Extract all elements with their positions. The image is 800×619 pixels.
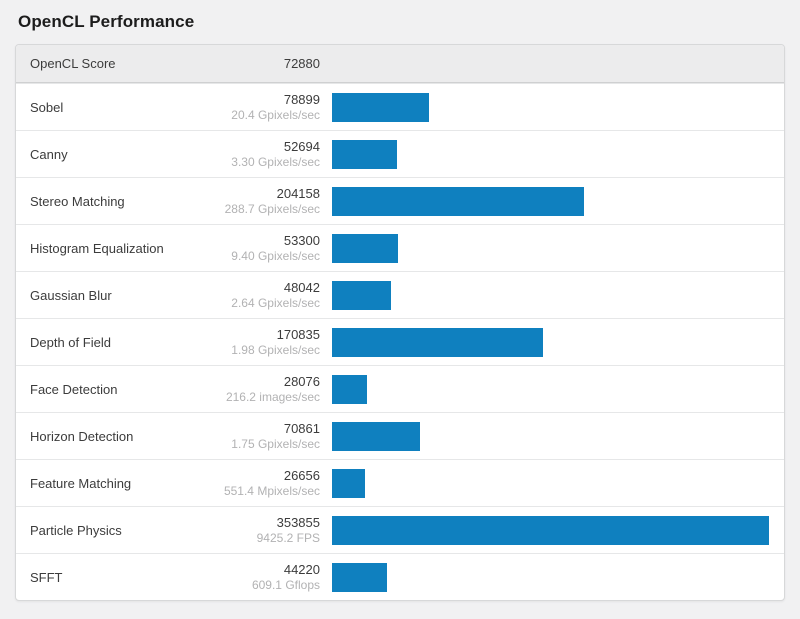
score-bar <box>332 186 585 216</box>
benchmark-rows: Sobel 78899 20.4 Gpixels/sec Canny 52694 3.30… <box>16 83 784 600</box>
benchmark-rate: 551.4 Mpixels/sec <box>223 484 320 499</box>
page-title: OpenCL Performance <box>18 12 195 31</box>
score-bar <box>332 280 392 310</box>
benchmark-rate: 609.1 Gflops <box>251 578 320 593</box>
benchmark-score-column: 28076 216.2 images/sec <box>210 374 320 405</box>
benchmark-row: Canny 52694 3.30 Gpixels/sec <box>16 130 784 177</box>
benchmark-score-column: 170835 1.98 Gpixels/sec <box>210 327 320 358</box>
overall-score-column: 72880 <box>210 56 320 72</box>
benchmark-score-column: 204158 288.7 Gpixels/sec <box>210 186 320 217</box>
benchmark-name: Histogram Equalization <box>30 240 164 256</box>
score-bar <box>332 233 398 263</box>
overall-score-row: OpenCL Score 72880 <box>16 45 784 83</box>
benchmark-row: Sobel 78899 20.4 Gpixels/sec <box>16 83 784 130</box>
benchmark-rate: 2.64 Gpixels/sec <box>231 296 320 311</box>
score-bar <box>332 139 398 169</box>
benchmark-score: 53300 <box>283 232 320 248</box>
benchmark-row: Stereo Matching 204158 288.7 Gpixels/sec <box>16 177 784 224</box>
benchmark-rate: 9.40 Gpixels/sec <box>231 249 320 264</box>
benchmark-score-column: 353855 9425.2 FPS <box>210 515 320 546</box>
score-bar <box>332 327 543 357</box>
benchmark-rate: 3.30 Gpixels/sec <box>231 155 320 170</box>
overall-bar-spacer <box>332 49 769 78</box>
benchmark-score-column: 26656 551.4 Mpixels/sec <box>210 468 320 499</box>
benchmark-row: Horizon Detection 70861 1.75 Gpixels/sec <box>16 412 784 459</box>
benchmark-score-column: 78899 20.4 Gpixels/sec <box>210 92 320 123</box>
benchmark-score: 26656 <box>283 467 320 483</box>
benchmark-score: 70861 <box>283 420 320 436</box>
benchmark-score: 204158 <box>276 185 320 201</box>
benchmark-name: Gaussian Blur <box>30 287 112 303</box>
overall-score-value: 72880 <box>283 55 320 71</box>
score-bar-track <box>332 327 769 357</box>
benchmark-row: Histogram Equalization 53300 9.40 Gpixels/… <box>16 224 784 271</box>
benchmark-rate: 1.98 Gpixels/sec <box>231 343 320 358</box>
benchmark-name: Depth of Field <box>30 334 111 350</box>
benchmark-score: 52694 <box>283 138 320 154</box>
benchmark-score-column: 70861 1.75 Gpixels/sec <box>210 421 320 452</box>
benchmark-name: Sobel <box>30 99 64 115</box>
benchmark-name: Canny <box>30 146 68 162</box>
benchmark-rate: 216.2 images/sec <box>225 390 320 405</box>
score-bar-track <box>332 421 769 451</box>
benchmark-rate: 1.75 Gpixels/sec <box>231 437 320 452</box>
benchmark-score-column: 53300 9.40 Gpixels/sec <box>210 233 320 264</box>
score-bar <box>332 515 769 545</box>
benchmark-score: 44220 <box>283 561 320 577</box>
score-bar <box>332 92 430 122</box>
benchmark-row: Gaussian Blur 48042 2.64 Gpixels/sec <box>16 271 784 318</box>
benchmark-score-column: 44220 609.1 Gflops <box>210 562 320 593</box>
score-bar <box>332 421 420 451</box>
benchmark-name: Particle Physics <box>30 522 122 538</box>
benchmark-score-column: 52694 3.30 Gpixels/sec <box>210 139 320 170</box>
benchmark-rate: 20.4 Gpixels/sec <box>231 108 320 123</box>
score-bar-track <box>332 515 769 545</box>
score-bar-track <box>332 468 769 498</box>
benchmark-name: Face Detection <box>30 381 118 397</box>
overall-score-label: OpenCL Score <box>30 56 116 71</box>
benchmark-score: 48042 <box>283 279 320 295</box>
benchmark-row: Depth of Field 170835 1.98 Gpixels/sec <box>16 318 784 365</box>
benchmark-name: Feature Matching <box>30 475 132 491</box>
benchmark-score: 28076 <box>283 373 320 389</box>
benchmark-score: 170835 <box>276 326 320 342</box>
benchmark-rate: 288.7 Gpixels/sec <box>224 202 320 217</box>
benchmark-score-column: 48042 2.64 Gpixels/sec <box>210 280 320 311</box>
score-bar-track <box>332 92 769 122</box>
benchmark-results-table: OpenCL Score 72880 Sobel 78899 20.4 Gpixel… <box>15 44 785 601</box>
benchmark-score: 353855 <box>276 514 320 530</box>
score-bar-track <box>332 233 769 263</box>
score-bar-track <box>332 280 769 310</box>
benchmark-name: Horizon Detection <box>30 428 134 444</box>
benchmark-score: 78899 <box>283 91 320 107</box>
benchmark-rate: 9425.2 FPS <box>256 531 320 546</box>
score-bar <box>332 562 387 592</box>
benchmark-row: Face Detection 28076 216.2 images/sec <box>16 365 784 412</box>
score-bar <box>332 374 367 404</box>
benchmark-name: Stereo Matching <box>30 193 125 209</box>
score-bar-track <box>332 139 769 169</box>
benchmark-name: SFFT <box>30 569 63 585</box>
score-bar-track <box>332 374 769 404</box>
benchmark-row: Particle Physics 353855 9425.2 FPS <box>16 506 784 553</box>
score-bar-track <box>332 186 769 216</box>
benchmark-row: SFFT 44220 609.1 Gflops <box>16 553 784 600</box>
score-bar-track <box>332 562 769 592</box>
score-bar <box>332 468 365 498</box>
benchmark-row: Feature Matching 26656 551.4 Mpixels/sec <box>16 459 784 506</box>
